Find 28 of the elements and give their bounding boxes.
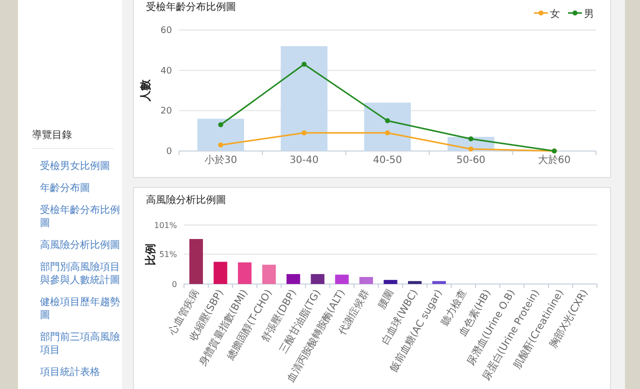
text: 部門別高風險項目與參與人數統計圖	[40, 261, 121, 287]
title: 受檢年齡分布比例圖	[146, 2, 236, 13]
text: 項目統計表格	[40, 366, 101, 379]
text: 年齡分布圖	[40, 182, 91, 195]
text: 導覽目錄	[32, 128, 72, 142]
text: 健檢項目歷年趨勢圖	[40, 296, 121, 322]
y-tick-label: 101%	[154, 221, 178, 230]
x-tick-label: 腰圍	[376, 288, 396, 311]
x-tick-label: 大於60	[538, 154, 571, 166]
y-axis-title: 比例	[144, 244, 157, 266]
y-tick-label: 40	[160, 66, 172, 76]
text: 高風險分析比例圖	[40, 239, 121, 252]
x-tick-label: 小於30	[204, 154, 238, 166]
y-tick-label: 60	[160, 26, 172, 36]
x-tick-label: 40-50	[372, 155, 402, 166]
y-axis-title: 人數	[139, 78, 152, 102]
x-tick-label: 30-40	[290, 155, 319, 166]
legend-label: 女	[550, 8, 560, 20]
y-tick-label: 20	[160, 106, 172, 117]
x-tick-label: 50-60	[456, 155, 486, 166]
y-tick-label: 51%	[159, 250, 178, 260]
text: 受檢年齡分布比例圖	[40, 204, 121, 230]
y-tick-label: 0	[172, 280, 177, 289]
y-tick-label: 0	[166, 147, 172, 157]
title: 高風險分析比例圖	[146, 195, 226, 206]
text: 部門前三項高風險項目	[40, 331, 121, 357]
legend-label: 男	[584, 9, 594, 20]
text: 受檢男女比例圖	[40, 160, 111, 173]
